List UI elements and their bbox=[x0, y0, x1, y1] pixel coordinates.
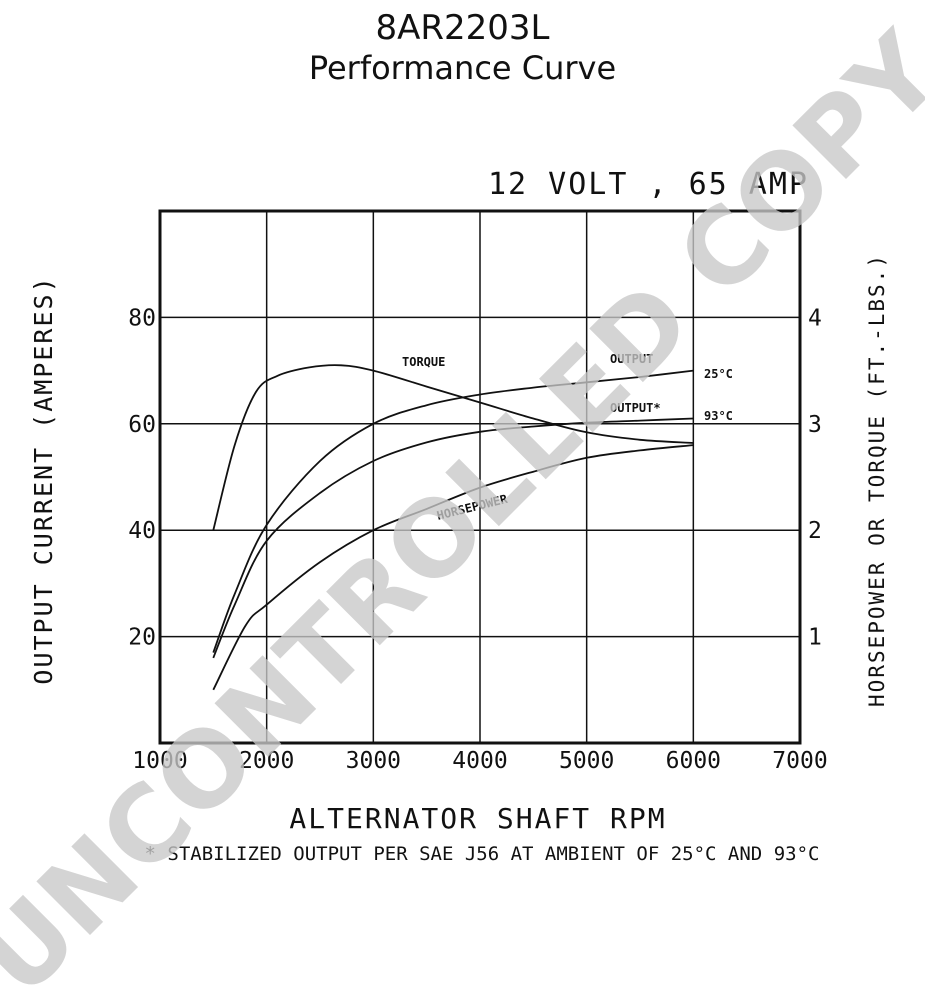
x-tick-label: 7000 bbox=[772, 748, 827, 774]
y2-axis-label: HORSEPOWER OR TORQUE (FT.-LBS.) bbox=[865, 253, 889, 707]
series-label-output: OUTPUT* bbox=[610, 401, 661, 415]
grid bbox=[160, 211, 800, 743]
tick-labels: 1000 2000 3000 4000 5000 6000 7000 20 40 60 80 1 2 3 4 bbox=[128, 305, 827, 774]
series-end-label-output: 25°C bbox=[704, 367, 733, 381]
y2-tick-label: 2 bbox=[808, 518, 822, 544]
x-tick-label: 6000 bbox=[666, 748, 721, 774]
page-subtitle: Performance Curve bbox=[308, 49, 617, 87]
series-line-horsepower bbox=[212, 444, 694, 691]
y2-tick-label: 4 bbox=[808, 305, 822, 331]
y-tick-label: 40 bbox=[128, 518, 156, 544]
x-tick-label: 2000 bbox=[239, 748, 294, 774]
y-tick-label: 80 bbox=[128, 305, 156, 331]
x-tick-label: 5000 bbox=[559, 748, 614, 774]
y2-tick-label: 1 bbox=[808, 625, 822, 651]
y-tick-label: 60 bbox=[128, 412, 156, 438]
rating-label: 12 VOLT , 65 AMP bbox=[488, 167, 809, 202]
x-tick-label: 3000 bbox=[346, 748, 401, 774]
series-label-torque: TORQUE bbox=[402, 355, 445, 369]
x-axis-label: ALTERNATOR SHAFT RPM bbox=[289, 802, 666, 835]
x-tick-label: 1000 bbox=[132, 748, 187, 774]
page-title: 8AR2203L bbox=[375, 8, 550, 48]
y-tick-label: 20 bbox=[128, 625, 156, 651]
series-end-label-output: 93°C bbox=[704, 409, 733, 423]
series-label-output: OUTPUT bbox=[610, 352, 653, 366]
y-axis-label: OUTPUT CURRENT (AMPERES) bbox=[29, 275, 58, 684]
x-tick-label: 4000 bbox=[452, 748, 507, 774]
footnote: * STABILIZED OUTPUT PER SAE J56 AT AMBIE… bbox=[145, 843, 820, 865]
series-line-output bbox=[212, 369, 694, 653]
title-block: 8AR2203L Performance Curve bbox=[0, 0, 925, 88]
plot-frame bbox=[158, 209, 802, 745]
series-line-output bbox=[212, 417, 694, 659]
y2-tick-label: 3 bbox=[808, 412, 822, 438]
series-line-torque bbox=[212, 364, 694, 531]
